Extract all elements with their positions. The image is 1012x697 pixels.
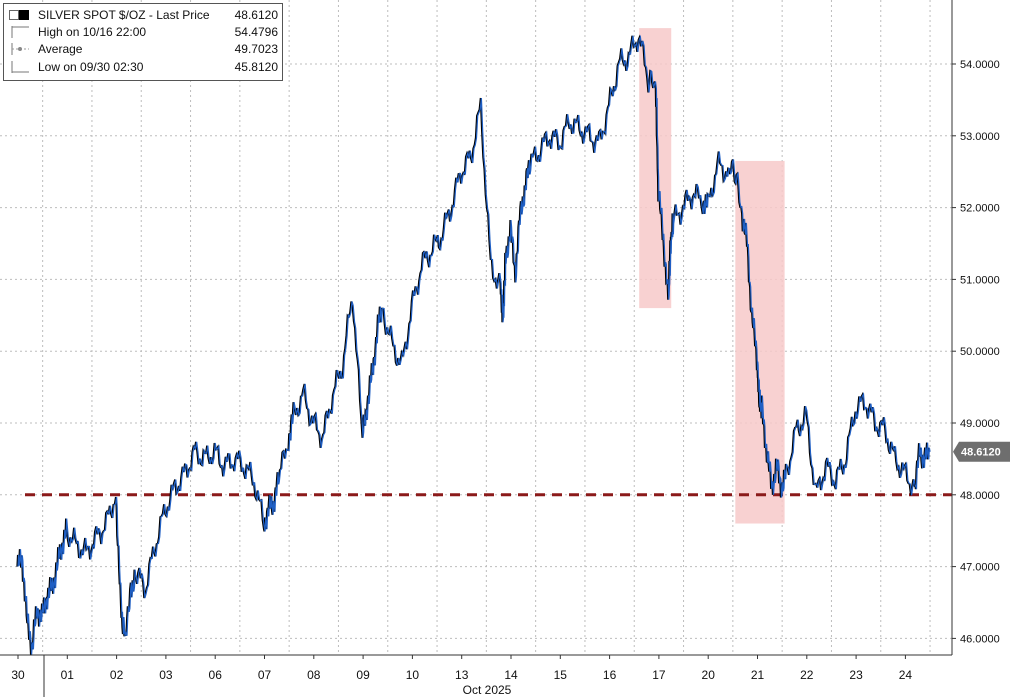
y-tick-label: 51.0000 — [960, 274, 1000, 286]
average-marker-icon — [11, 43, 29, 55]
average-value: 49.7023 — [234, 42, 278, 56]
y-tick-label: 47.0000 — [960, 562, 1000, 574]
x-tick-label: 06 — [209, 668, 223, 682]
x-tick-label: 03 — [159, 668, 173, 682]
x-tick-label: 09 — [356, 668, 370, 682]
price-series-group — [16, 34, 931, 655]
series-name: SILVER SPOT $/OZ - Last Price — [38, 8, 210, 22]
legend-row-low: Low on 09/30 02:30 45.8120 — [9, 59, 278, 75]
y-tick-labels: 46.0000 47.0000 48.0000 49.0000 50.0000 51.00… — [960, 59, 1000, 645]
y-tick-label: 54.0000 — [960, 59, 1000, 71]
y-tick-label: 49.0000 — [960, 418, 1000, 430]
x-tick-label: 20 — [702, 668, 716, 682]
x-tick-label: 30 — [11, 668, 25, 682]
series-last-value: 48.6120 — [234, 8, 278, 22]
x-tick-label: 14 — [504, 668, 518, 682]
high-marker-icon — [11, 26, 29, 38]
x-tick-label: 24 — [899, 668, 913, 682]
vertical-gridlines — [42, 0, 931, 655]
horizontal-gridlines — [0, 63, 956, 639]
y-tick-label: 50.0000 — [960, 346, 1000, 358]
legend-row-series: SILVER SPOT $/OZ - Last Price 48.6120 — [9, 7, 278, 23]
y-tick-label: 52.0000 — [960, 203, 1000, 215]
y-tick-label: 48.0000 — [960, 490, 1000, 502]
y-tick-label: 46.0000 — [960, 633, 1000, 645]
low-marker-icon — [11, 61, 29, 73]
legend-row-high: High on 10/16 22:00 54.4796 — [9, 24, 278, 40]
y-tick-label: 53.0000 — [960, 131, 1000, 143]
high-label: High on 10/16 22:00 — [38, 25, 147, 39]
last-price-text: 48.6120 — [961, 447, 1001, 459]
x-tick-label: 23 — [849, 668, 863, 682]
x-tick-label: 13 — [455, 668, 469, 682]
price-line — [17, 34, 931, 655]
x-tick-label: 17 — [652, 668, 666, 682]
x-tick-label: 02 — [110, 668, 124, 682]
legend: SILVER SPOT $/OZ - Last Price 48.6120 Hi… — [3, 3, 283, 81]
collapse-icon[interactable] — [9, 10, 19, 20]
x-tick-label: 01 — [61, 668, 75, 682]
axes — [0, 0, 953, 697]
legend-row-average: Average 49.7023 — [9, 41, 278, 57]
x-tick-label: 08 — [307, 668, 321, 682]
price-line-shadow — [16, 34, 930, 655]
drop-highlights — [639, 28, 785, 524]
x-tick-label: 15 — [554, 668, 568, 682]
last-price-label: 48.6120 — [953, 441, 1010, 462]
series-swatch — [19, 10, 29, 20]
x-tick-label: 10 — [406, 668, 420, 682]
low-value: 45.8120 — [234, 60, 278, 74]
x-axis-label: Oct 2025 — [463, 683, 512, 697]
high-value: 54.4796 — [234, 25, 278, 39]
x-tick-label: 22 — [800, 668, 814, 682]
highlight-box — [639, 28, 672, 309]
average-label: Average — [38, 42, 83, 56]
x-tick-label: 16 — [603, 668, 617, 682]
x-tick-label: 07 — [258, 668, 272, 682]
x-tick-label: 21 — [751, 668, 765, 682]
x-tick-labels: 30 01 02 03 06 07 08 09 10 13 14 15 16 17 20 21 22 23 24 — [11, 655, 912, 682]
last-price-badge — [953, 441, 1010, 462]
low-label: Low on 09/30 02:30 — [38, 60, 144, 74]
